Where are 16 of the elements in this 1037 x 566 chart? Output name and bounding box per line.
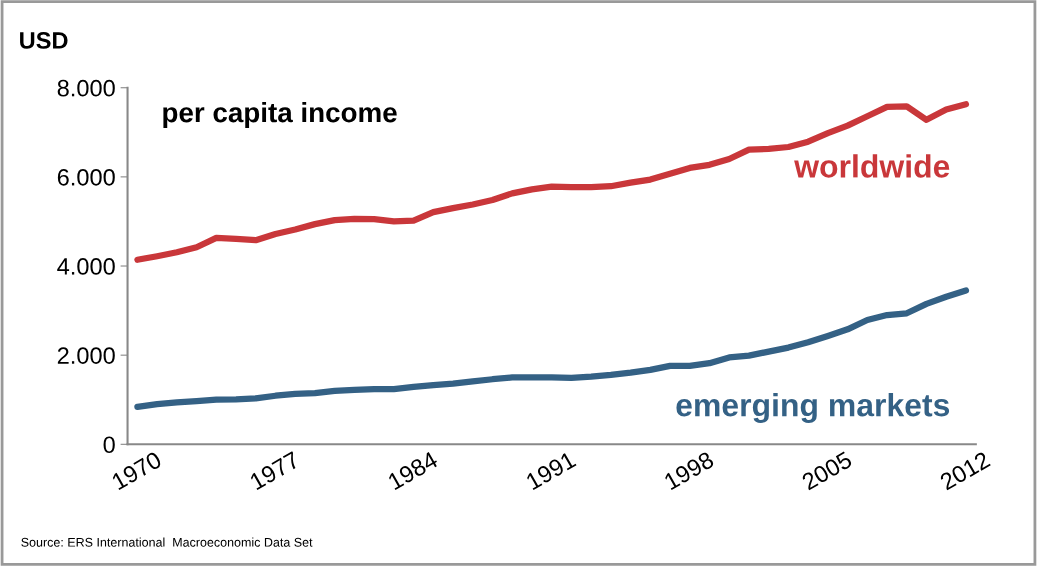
x-tick-label: 1977 bbox=[249, 451, 301, 491]
x-tick-label: 1984 bbox=[387, 450, 439, 491]
y-tick-label: 4.000 bbox=[57, 258, 115, 275]
series-label: emerging markets bbox=[676, 393, 950, 423]
y-tick-label: 0 bbox=[103, 436, 115, 454]
y-tick-label: 2.000 bbox=[57, 347, 115, 364]
chart-title: per capita income bbox=[163, 101, 397, 128]
x-tick-label: 1998 bbox=[663, 450, 715, 491]
series-label: worldwide bbox=[794, 154, 950, 178]
y-tick-label: 6.000 bbox=[57, 168, 115, 186]
source-note: Source: ERS International Macroeconomic Data Set bbox=[21, 537, 313, 547]
y-tick-label: 8.000 bbox=[57, 79, 115, 97]
x-tick-label: 2012 bbox=[939, 451, 991, 491]
x-tick-label: 2005 bbox=[800, 450, 853, 491]
y-axis-title: USD bbox=[20, 32, 68, 49]
x-tick-label: 1991 bbox=[525, 450, 577, 491]
